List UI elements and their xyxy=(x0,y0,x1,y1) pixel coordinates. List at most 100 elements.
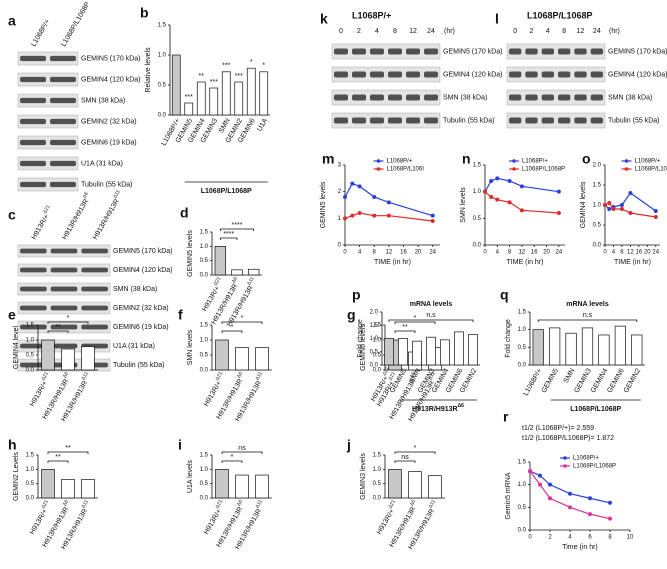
y-axis-label: SMN levels xyxy=(460,187,467,223)
category-text: H913R/+ xyxy=(203,380,223,408)
category-superscript: Δ6 xyxy=(231,276,239,284)
x-tick-label: 16 xyxy=(531,250,538,256)
point xyxy=(619,203,624,207)
y-tick-label: 0.0 xyxy=(373,368,382,374)
x-tick-label: 0 xyxy=(483,250,487,256)
point xyxy=(608,516,612,521)
bar xyxy=(549,327,561,366)
point xyxy=(556,211,561,215)
lane-label: 0 xyxy=(339,28,343,35)
legend-label: L1068P/+ xyxy=(573,456,599,462)
x-tick-label: 12 xyxy=(386,250,393,256)
category-superscript: Δ6 xyxy=(62,371,70,379)
panel-letter: r xyxy=(503,409,509,425)
x-tick-label: GEMIN5 xyxy=(540,367,560,394)
y-tick-label: 3 xyxy=(338,163,342,169)
x-tick-label: 8 xyxy=(373,250,377,256)
y-axis-label: GEMIN3 levels xyxy=(360,453,367,500)
significance: ** xyxy=(65,445,71,452)
bar xyxy=(412,340,422,366)
y-tick-label: 0.5 xyxy=(518,345,527,351)
protein-label: SMN (38 kDa) xyxy=(113,286,157,293)
band xyxy=(50,181,76,188)
significance-bracket xyxy=(394,451,436,454)
x-tick-label: 16 xyxy=(636,250,643,256)
significance: ** xyxy=(55,454,61,461)
band xyxy=(558,94,571,101)
bar xyxy=(215,468,229,499)
significance: * xyxy=(231,454,234,461)
band xyxy=(574,117,587,124)
y-tick-label: 1.5 xyxy=(200,453,209,459)
lane-superscript: Δ11 xyxy=(113,189,123,200)
significance-bracket xyxy=(47,321,89,324)
y-tick-label: 2.0 xyxy=(370,310,379,316)
bar xyxy=(428,475,442,499)
point xyxy=(556,189,561,194)
legend-label: L1068P/L1068P xyxy=(522,167,565,173)
point xyxy=(588,496,592,501)
x-tick-label: 6 xyxy=(588,535,592,541)
point xyxy=(495,197,500,202)
category-superscript: Δ6 xyxy=(409,371,417,379)
bar xyxy=(41,468,55,499)
significance: *** xyxy=(185,94,193,101)
band xyxy=(424,71,438,78)
blot-strip xyxy=(17,177,79,192)
band xyxy=(388,71,402,78)
point xyxy=(611,207,616,211)
panel-letter: g xyxy=(347,307,356,323)
bar xyxy=(454,331,464,366)
point xyxy=(507,179,512,183)
blot-strip xyxy=(331,112,441,129)
x-tick-label: 10 xyxy=(627,535,634,541)
y-tick-label: 1.5 xyxy=(373,323,382,329)
chart-title: mRNA levels xyxy=(566,301,609,308)
y-tick-label: 1.5 xyxy=(158,23,167,29)
point xyxy=(548,496,552,501)
category-text: H913R/+ xyxy=(29,380,49,408)
point xyxy=(430,219,435,223)
annotation: t1/2 (L1068P/+)= 2.559 xyxy=(522,425,594,432)
blot-title: L1068P/L1068P xyxy=(527,10,593,20)
y-tick-label: 1.0 xyxy=(518,327,527,333)
band xyxy=(509,117,522,124)
band xyxy=(20,324,47,330)
band xyxy=(370,48,384,55)
significance-bracket xyxy=(47,330,69,333)
band xyxy=(50,97,76,104)
category-text: SMN xyxy=(563,367,577,384)
band xyxy=(81,248,108,254)
band xyxy=(509,48,522,55)
bar xyxy=(631,334,643,366)
protein-label: GEMIN2 (32 kDa) xyxy=(81,118,137,125)
category-superscript: Δ11 xyxy=(81,371,91,382)
blot-strip xyxy=(506,89,606,106)
y-axis-label: Gemin5 mRNA xyxy=(505,472,512,519)
band xyxy=(20,343,47,349)
category-text: H913R/+ xyxy=(29,508,49,536)
legend-marker xyxy=(563,464,567,468)
y-tick-label: 0.0 xyxy=(200,273,209,279)
significance: ** xyxy=(199,73,205,80)
category-superscript: Δ21 xyxy=(388,499,398,510)
y-axis-label: GEMIN2 Levels xyxy=(13,451,20,501)
x-axis-label: TIME (in hr) xyxy=(614,259,651,266)
band xyxy=(20,267,47,273)
protein-label: GEMIN5 (170 kDa) xyxy=(608,48,667,55)
bar xyxy=(598,334,610,366)
y-tick-label: 1.5 xyxy=(373,453,382,459)
band xyxy=(558,117,571,124)
blot-strip xyxy=(331,66,441,83)
lane-text: H913R/+ xyxy=(31,213,51,241)
point xyxy=(430,213,435,218)
band xyxy=(50,248,78,254)
protein-label: SMN (38 kDa) xyxy=(81,97,125,104)
band xyxy=(590,71,603,78)
point xyxy=(603,203,607,207)
x-tick-label: 12 xyxy=(627,250,634,256)
x-tick-label: 2 xyxy=(548,535,552,541)
point xyxy=(628,211,633,215)
bar xyxy=(184,102,194,116)
bar xyxy=(388,468,402,499)
